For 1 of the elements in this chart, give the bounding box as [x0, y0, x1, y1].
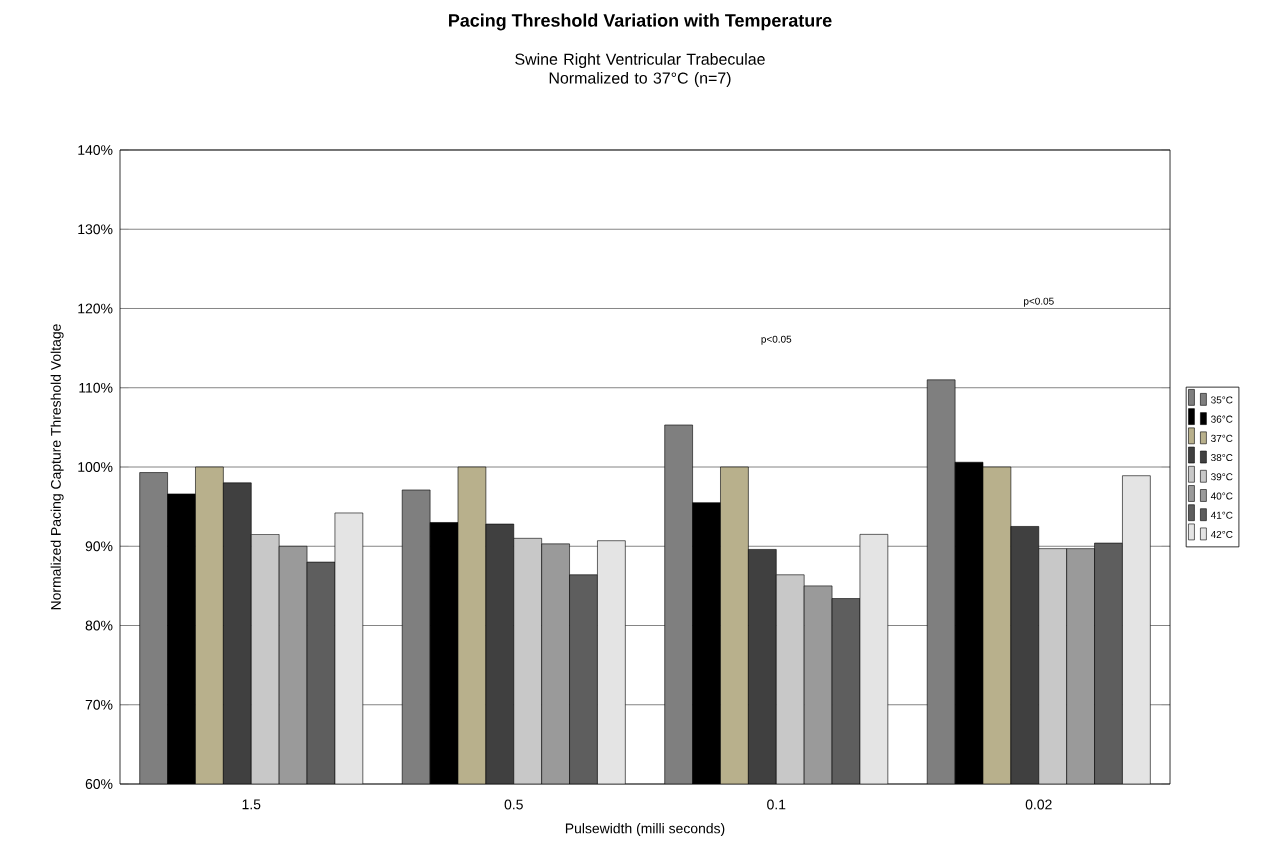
chart-title: Pacing Threshold Variation with Temperature [449, 13, 832, 31]
